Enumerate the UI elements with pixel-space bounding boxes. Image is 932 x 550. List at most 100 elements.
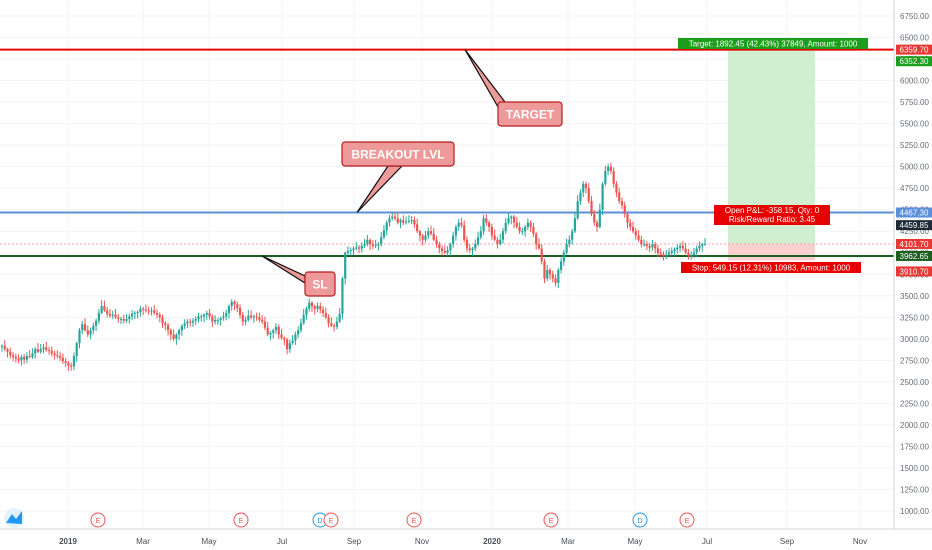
candle-body: [537, 244, 541, 249]
candle-body: [496, 239, 499, 245]
candle-body: [117, 317, 120, 320]
candle-body: [272, 330, 275, 333]
candle-body: [280, 334, 283, 338]
candle-body: [297, 330, 300, 335]
candle-body: [380, 237, 383, 245]
earnings-marker[interactable]: [90, 512, 106, 528]
price-label: 4459.85: [900, 221, 929, 230]
candle-body: [631, 226, 635, 232]
candle-body: [133, 313, 136, 314]
candle-body: [189, 321, 192, 323]
candle-body: [659, 252, 662, 255]
candle-body: [56, 355, 59, 357]
price-label-bg: [896, 220, 932, 231]
candle-body: [70, 365, 73, 367]
candle-body: [703, 244, 707, 246]
earnings-marker[interactable]: [543, 512, 559, 528]
candle-body: [59, 356, 62, 358]
candle-body: [313, 306, 316, 309]
candle-body: [6, 349, 9, 352]
y-tick-label: 2000.00: [900, 421, 929, 430]
candle-body: [601, 183, 604, 210]
target-label: Target: 1892.45 (42.43%) 37849, Amount: …: [689, 40, 858, 49]
price-label: 3910.70: [900, 267, 929, 276]
candle-body: [92, 325, 95, 331]
candle-body: [429, 231, 433, 234]
candle-body: [258, 317, 261, 320]
candle-body: [50, 350, 53, 354]
candle-body: [598, 209, 601, 227]
dividend-marker[interactable]: [632, 512, 648, 528]
y-tick-label: 3500.00: [900, 292, 929, 301]
candle-body: [39, 349, 42, 352]
candle-body: [512, 216, 516, 223]
pnl-label-bg: [714, 205, 830, 225]
candle-body: [562, 252, 565, 262]
candle-body: [178, 330, 181, 335]
candle-body: [485, 218, 488, 223]
candle-body: [449, 244, 452, 251]
candle-body: [416, 224, 419, 232]
callout-box: [497, 101, 563, 127]
candle-body: [427, 231, 430, 236]
candle-body: [579, 192, 582, 202]
candle-body: [355, 247, 358, 249]
candle-body: [130, 313, 134, 317]
y-tick-label: 4750.00: [900, 184, 929, 193]
candle-body: [252, 316, 255, 318]
candle-body: [186, 321, 189, 324]
x-axis-panel: [0, 529, 932, 550]
candle-body: [476, 237, 480, 245]
price-label-bg: [896, 238, 932, 249]
earnings-marker[interactable]: [679, 512, 695, 528]
candle-body: [200, 316, 203, 318]
candle-body: [618, 192, 621, 202]
candle-body: [9, 351, 12, 356]
candle-body: [61, 357, 64, 362]
candle-body: [17, 358, 20, 361]
candle-body: [319, 306, 322, 310]
candle-body: [393, 216, 397, 219]
candle-body: [285, 339, 289, 350]
candle-body: [667, 252, 671, 255]
event-marker-text: D: [317, 518, 322, 525]
stop-label-bg: [681, 262, 861, 273]
candle-body: [100, 306, 103, 313]
candle-body: [214, 319, 217, 322]
candle-body: [446, 250, 449, 253]
candle-body: [391, 216, 394, 219]
price-label-bg: [896, 56, 932, 67]
x-tick-label: Mar: [136, 537, 150, 546]
candle-body: [551, 274, 554, 279]
y-tick-label: 4250.00: [900, 227, 929, 236]
candle-body: [78, 330, 81, 344]
earnings-marker[interactable]: [233, 512, 249, 528]
y-tick-label: 1750.00: [900, 442, 929, 451]
candle-body: [540, 248, 543, 262]
x-tick-label: Nov: [415, 537, 429, 546]
candle-body: [571, 231, 574, 240]
candle-body: [202, 314, 206, 317]
candle-body: [83, 324, 87, 331]
stop-label: Stop: 549.15 (12.31%) 10983, Amount: 100…: [692, 264, 851, 273]
candle-body: [333, 325, 336, 327]
candle-body: [14, 356, 17, 359]
earnings-marker[interactable]: [406, 512, 422, 528]
candle-body: [568, 239, 571, 245]
candle-body: [274, 326, 278, 331]
candle-body: [299, 323, 303, 331]
candle-body: [335, 321, 338, 327]
candle-body: [155, 313, 159, 315]
event-marker-text: E: [685, 518, 690, 525]
candle-body: [330, 323, 333, 326]
candle-body: [612, 170, 615, 184]
tradingview-logo-icon: [6, 511, 22, 524]
price-label: 6359.70: [900, 46, 929, 55]
earnings-marker[interactable]: [323, 512, 339, 528]
candle-body: [153, 310, 156, 313]
x-tick-label: 2020: [483, 537, 501, 546]
target-label-bg: [678, 38, 868, 49]
candle-body: [521, 231, 524, 233]
price-label-bg: [896, 266, 932, 277]
